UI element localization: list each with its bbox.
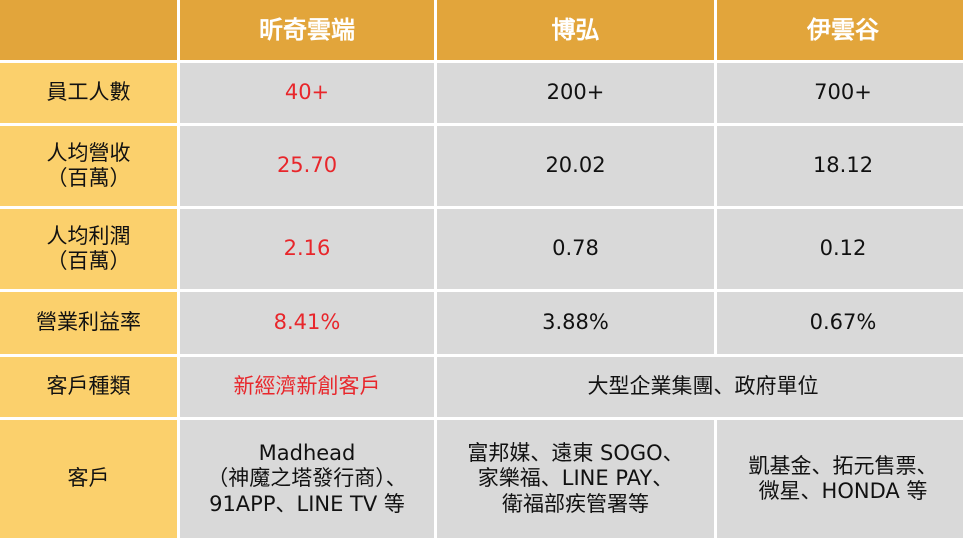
header-company-2: 博弘 bbox=[437, 0, 714, 60]
cell-revenue-2: 20.02 bbox=[437, 126, 714, 206]
cell-customers-1: Madhead （神魔之塔發行商）、 91APP、LINE TV 等 bbox=[180, 420, 434, 538]
row-label-revenue: 人均營收 （百萬） bbox=[0, 126, 177, 206]
header-company-1: 昕奇雲端 bbox=[180, 0, 434, 60]
header-corner bbox=[0, 0, 177, 60]
cell-customer-type-1: 新經濟新創客戶 bbox=[180, 357, 434, 417]
cell-customers-2: 富邦媒、遠東 SOGO、 家樂福、LINE PAY、 衛福部疾管署等 bbox=[437, 420, 714, 538]
cell-profit-2: 0.78 bbox=[437, 209, 714, 289]
cell-customer-type-2-3: 大型企業集團、政府單位 bbox=[437, 357, 963, 417]
row-label-profit: 人均利潤 （百萬） bbox=[0, 209, 177, 289]
row-label-customers: 客戶 bbox=[0, 420, 177, 538]
cell-employees-2: 200+ bbox=[437, 63, 714, 123]
cell-margin-1: 8.41% bbox=[180, 292, 434, 354]
cell-revenue-3: 18.12 bbox=[717, 126, 963, 206]
cell-profit-3: 0.12 bbox=[717, 209, 963, 289]
cell-employees-3: 700+ bbox=[717, 63, 963, 123]
cell-margin-2: 3.88% bbox=[437, 292, 714, 354]
header-company-3: 伊雲谷 bbox=[717, 0, 963, 60]
cell-employees-1: 40+ bbox=[180, 63, 434, 123]
cell-customers-3: 凱基金、拓元售票、 微星、HONDA 等 bbox=[717, 420, 963, 538]
cell-revenue-1: 25.70 bbox=[180, 126, 434, 206]
row-label-customer-type: 客戶種類 bbox=[0, 357, 177, 417]
cell-profit-1: 2.16 bbox=[180, 209, 434, 289]
row-label-margin: 營業利益率 bbox=[0, 292, 177, 354]
row-label-employees: 員工人數 bbox=[0, 63, 177, 123]
cell-margin-3: 0.67% bbox=[717, 292, 963, 354]
